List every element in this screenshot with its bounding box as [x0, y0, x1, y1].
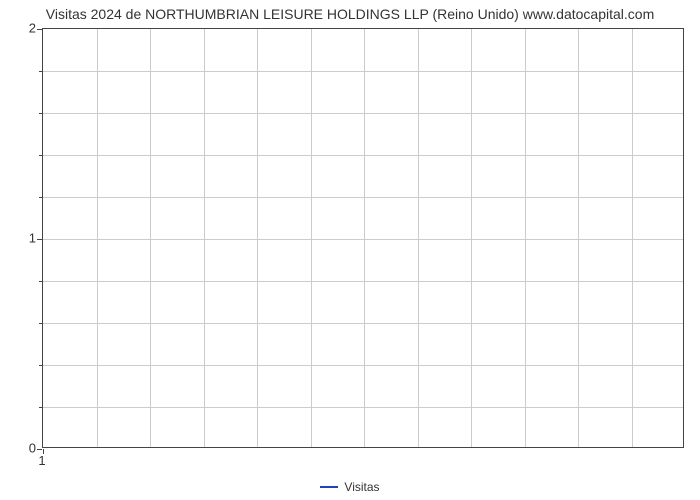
y-major-gridline	[43, 239, 683, 240]
y-minor-gridline	[43, 281, 683, 282]
y-minor-tick-mark	[39, 113, 42, 114]
x-gridline	[632, 29, 633, 447]
y-tick-label: 1	[18, 231, 36, 246]
legend: Visitas	[0, 479, 700, 494]
y-minor-gridline	[43, 197, 683, 198]
y-minor-tick-mark	[39, 197, 42, 198]
y-tick-mark	[37, 29, 42, 30]
y-minor-tick-mark	[39, 323, 42, 324]
y-minor-tick-mark	[39, 155, 42, 156]
y-minor-gridline	[43, 365, 683, 366]
x-gridline	[364, 29, 365, 447]
x-gridline	[471, 29, 472, 447]
x-gridline	[257, 29, 258, 447]
x-gridline	[525, 29, 526, 447]
y-tick-label: 0	[18, 441, 36, 456]
x-gridline	[204, 29, 205, 447]
y-minor-gridline	[43, 323, 683, 324]
chart-title: Visitas 2024 de NORTHUMBRIAN LEISURE HOL…	[0, 6, 700, 22]
y-minor-gridline	[43, 71, 683, 72]
y-minor-gridline	[43, 113, 683, 114]
y-minor-gridline	[43, 407, 683, 408]
legend-label: Visitas	[344, 480, 379, 494]
y-tick-mark	[37, 239, 42, 240]
x-gridline	[418, 29, 419, 447]
y-minor-tick-mark	[39, 71, 42, 72]
y-minor-tick-mark	[39, 281, 42, 282]
x-gridline	[578, 29, 579, 447]
y-minor-gridline	[43, 155, 683, 156]
y-minor-tick-mark	[39, 407, 42, 408]
x-gridline	[311, 29, 312, 447]
legend-swatch	[320, 486, 338, 488]
y-tick-mark	[37, 449, 42, 450]
x-gridline	[150, 29, 151, 447]
x-tick-label: 1	[38, 453, 45, 468]
y-minor-tick-mark	[39, 365, 42, 366]
y-tick-label: 2	[18, 21, 36, 36]
x-gridline	[97, 29, 98, 447]
plot-area	[42, 28, 684, 448]
